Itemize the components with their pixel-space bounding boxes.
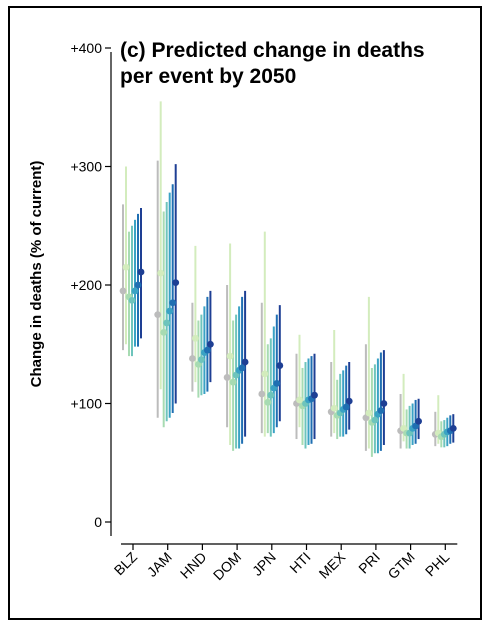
chart-title-line: (c) Predicted change in deaths	[120, 39, 425, 62]
point-estimate	[128, 297, 136, 304]
x-tick-label-jpn: JPN	[249, 549, 279, 579]
point-estimate	[449, 424, 457, 432]
chart-title: (c) Predicted change in deaths per event …	[120, 39, 425, 88]
point-estimate	[380, 400, 388, 407]
point-estimate	[296, 396, 303, 404]
x-tick-label-dom: DOM	[210, 549, 244, 583]
point-estimate	[172, 279, 180, 287]
point-estimate	[160, 329, 168, 336]
point-estimate	[226, 352, 234, 360]
y-axis: 0 +100 +200 +300 +400 Change in deaths (% of …	[28, 40, 112, 536]
y-tick-label: +200	[70, 277, 102, 293]
point-estimate	[137, 268, 145, 276]
point-estimate	[119, 287, 127, 295]
point-estimate	[311, 391, 318, 399]
point-estimate	[122, 263, 130, 271]
y-tick-label: 0	[94, 514, 102, 530]
point-estimate	[166, 307, 174, 315]
point-estimate	[154, 311, 162, 319]
x-tick-label-mex: MEX	[316, 548, 349, 581]
point-estimate	[258, 390, 266, 398]
x-tick-label-jam: JAM	[144, 549, 175, 580]
y-tick-label: +400	[70, 40, 102, 56]
x-tick-label-hti: HTI	[286, 549, 313, 576]
point-estimate	[342, 403, 350, 411]
point-estimate	[273, 379, 281, 387]
x-tick-label-gtm: GTM	[384, 549, 417, 582]
point-estimate	[229, 378, 237, 386]
point-estimate	[261, 370, 269, 378]
point-estimate	[131, 287, 139, 295]
point-estimate	[169, 299, 177, 307]
point-estimate	[330, 404, 338, 412]
point-estimate	[267, 391, 275, 399]
point-estimate	[345, 397, 353, 405]
x-tick-label-blz: BLZ	[111, 548, 141, 578]
point-estimate	[134, 281, 142, 289]
x-tick-label-hnd: HND	[177, 549, 210, 582]
point-estimate	[163, 319, 171, 327]
y-tick-label: +300	[70, 159, 102, 175]
point-estimate	[223, 374, 231, 381]
point-estimate	[157, 269, 165, 277]
point-estimate	[238, 364, 246, 372]
point-estimate	[192, 334, 199, 342]
chart-marks	[119, 101, 457, 457]
point-estimate	[264, 398, 272, 406]
point-estimate	[365, 409, 373, 417]
point-estimate	[371, 416, 379, 424]
x-tick-label-pri: PRI	[355, 549, 383, 577]
point-estimate	[189, 355, 196, 362]
chart-title-line: per event by 2050	[120, 65, 296, 88]
point-estimate	[276, 362, 284, 369]
point-estimate	[198, 356, 205, 364]
y-tick-label: +100	[70, 396, 102, 412]
x-tick-label-phl: PHL	[422, 549, 453, 580]
point-estimate	[207, 340, 214, 348]
point-estimate	[241, 358, 249, 366]
point-estimate	[377, 407, 385, 415]
point-estimate	[415, 417, 422, 425]
x-axis: BLZ JAM HND DOM JPN HTI MEX PRI GTM PHL	[111, 543, 458, 583]
y-axis-title: Change in deaths (% of current)	[28, 161, 45, 388]
point-estimate	[204, 346, 211, 354]
